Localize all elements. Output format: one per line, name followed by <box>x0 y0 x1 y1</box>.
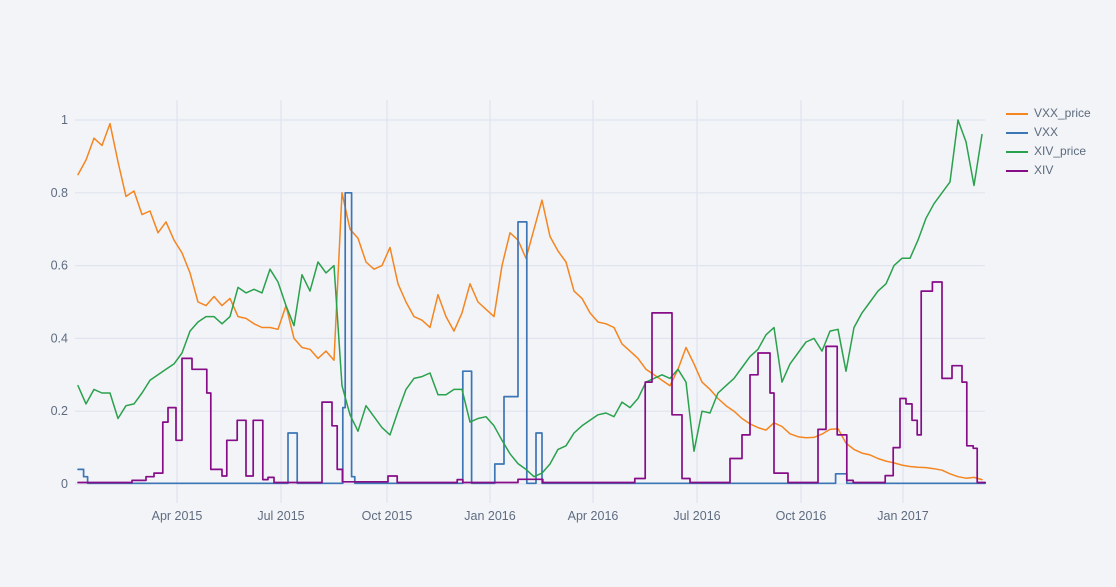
y-tick-label: 1 <box>61 113 68 127</box>
legend-item-vxx[interactable]: VXX <box>1006 125 1091 140</box>
y-axis-labels: 0 0.2 0.4 0.6 0.8 1 <box>51 113 68 491</box>
legend-swatch-vxx <box>1006 131 1028 134</box>
x-tick-label: Jul 2016 <box>673 509 720 523</box>
y-tick-label: 0.8 <box>51 186 68 200</box>
legend-label: XIV_price <box>1034 144 1087 158</box>
legend: VXX_price VXX XIV_price XIV <box>1006 106 1091 178</box>
x-tick-label: Apr 2016 <box>568 509 619 523</box>
series-group <box>77 119 987 485</box>
gridlines <box>75 100 985 503</box>
x-tick-label: Apr 2015 <box>152 509 203 523</box>
legend-item-xiv-price[interactable]: XIV_price <box>1006 144 1091 159</box>
legend-item-xiv[interactable]: XIV <box>1006 163 1091 178</box>
legend-item-vxx-price[interactable]: VXX_price <box>1006 106 1091 121</box>
x-tick-label: Jul 2015 <box>257 509 304 523</box>
series-line-VXX_price <box>77 122 983 481</box>
legend-label: XIV <box>1034 163 1054 177</box>
y-tick-label: 0 <box>61 477 68 491</box>
x-axis-labels: Apr 2015 Jul 2015 Oct 2015 Jan 2016 Apr 2016… <box>152 509 929 523</box>
x-tick-label: Oct 2016 <box>776 509 827 523</box>
legend-swatch-vxx-price <box>1006 112 1028 115</box>
legend-label: VXX_price <box>1034 106 1091 120</box>
y-tick-label: 0.6 <box>51 259 68 273</box>
x-tick-label: Oct 2015 <box>362 509 413 523</box>
series-line-XIV <box>77 281 987 484</box>
y-tick-label: 0.4 <box>51 331 68 345</box>
series-line-XIV_price <box>77 119 983 478</box>
x-tick-label: Jan 2017 <box>877 509 928 523</box>
legend-label: VXX <box>1034 125 1059 139</box>
x-tick-label: Jan 2016 <box>464 509 515 523</box>
legend-swatch-xiv <box>1006 169 1028 172</box>
legend-swatch-xiv-price <box>1006 150 1028 153</box>
y-tick-label: 0.2 <box>51 404 68 418</box>
series-line-VXX <box>77 191 987 485</box>
